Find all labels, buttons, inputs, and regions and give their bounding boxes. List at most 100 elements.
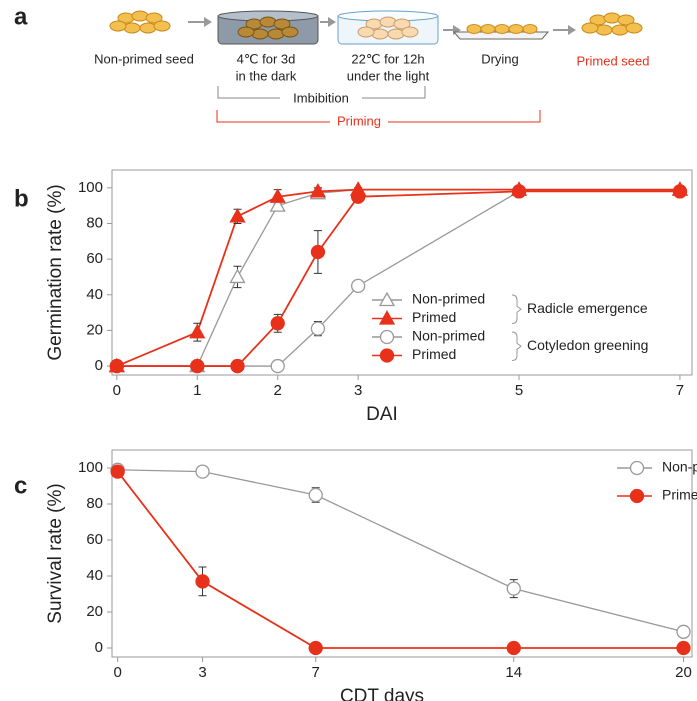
marker	[195, 574, 210, 589]
y-axis-label: Survival rate (%)	[45, 483, 66, 623]
x-tick-label: 7	[312, 664, 320, 681]
seed	[480, 24, 496, 34]
diagram	[109, 10, 643, 45]
series-line	[116, 188, 680, 367]
x-tick-label: 0	[113, 382, 121, 399]
seed	[109, 20, 127, 32]
marker	[229, 268, 246, 284]
plot-frame	[111, 449, 693, 658]
seed	[267, 28, 285, 40]
marker	[676, 624, 691, 639]
legend-label: Primed	[662, 487, 697, 503]
legend-label: Non-primed	[412, 291, 485, 307]
marker	[310, 244, 326, 260]
marker	[511, 184, 527, 199]
panel-label: a	[14, 3, 28, 30]
legend-marker	[379, 348, 395, 363]
seed	[603, 12, 621, 24]
seed	[595, 24, 613, 36]
marker	[189, 323, 206, 339]
seed	[153, 20, 171, 32]
diagram-text: Drying	[481, 51, 519, 66]
marker	[672, 184, 688, 199]
seed	[522, 24, 538, 34]
marker	[270, 358, 285, 374]
legend-marker	[379, 329, 395, 345]
y-axis-label: Germination rate (%)	[45, 184, 66, 360]
y-tick-label: 20	[86, 603, 103, 620]
y-tick-label: 80	[86, 214, 103, 231]
bracket-label: Imbibition	[293, 90, 349, 105]
seed	[357, 26, 375, 38]
arrow-head	[204, 17, 212, 27]
x-axis-label: CDT days	[340, 686, 424, 701]
seed	[625, 22, 643, 34]
arrow-head	[568, 25, 576, 35]
legend-marker	[629, 488, 645, 504]
bracket	[216, 110, 541, 123]
series-line	[116, 471, 684, 649]
plot-frame	[111, 169, 693, 376]
x-tick-label: 20	[675, 664, 692, 681]
seed	[259, 16, 277, 28]
seed	[123, 22, 141, 34]
seed	[273, 18, 291, 30]
legend-brace	[511, 294, 522, 324]
y-tick-label: 100	[78, 459, 103, 476]
y-tick-label: 100	[78, 179, 103, 196]
diagram-text: 22℃ for 12h	[351, 51, 424, 66]
seed	[466, 24, 482, 34]
diagram-text: Non-primed seed	[94, 51, 194, 66]
seed	[494, 24, 510, 34]
marker	[506, 640, 521, 656]
y-tick-label: 80	[86, 495, 103, 512]
marker	[109, 358, 124, 374]
seed	[145, 12, 163, 24]
diagram-text: Primed seed	[577, 53, 650, 68]
marker	[309, 183, 327, 198]
legend-brace	[511, 331, 522, 361]
seed	[508, 24, 524, 34]
bracket-label: Priming	[337, 113, 381, 128]
y-tick-label: 0	[95, 357, 103, 374]
diagram-text: 4℃ for 3d	[237, 51, 296, 66]
marker	[190, 358, 205, 374]
x-tick-label: 7	[676, 382, 684, 399]
x-tick-label: 1	[193, 382, 201, 399]
seed	[581, 22, 599, 34]
bracket	[217, 86, 426, 99]
seed	[371, 28, 389, 40]
marker	[195, 464, 210, 479]
y-tick-label: 60	[86, 250, 103, 267]
x-tick-label: 2	[274, 382, 282, 399]
x-axis-label: DAI	[366, 404, 398, 425]
marker	[229, 208, 246, 223]
series-line	[117, 469, 684, 633]
x-tick-label: 5	[515, 382, 523, 399]
diagram-text: under the light	[347, 68, 430, 83]
marker	[308, 487, 323, 503]
annotation: Cotyledon greening	[527, 337, 648, 353]
panel-label: c	[14, 472, 27, 499]
x-tick-label: 14	[505, 664, 522, 681]
marker	[351, 189, 366, 204]
x-tick-label: 3	[354, 382, 362, 399]
legend-label: Non-primed	[412, 328, 485, 344]
x-tick-label: 0	[113, 664, 121, 681]
marker	[351, 278, 366, 294]
seed	[281, 26, 299, 38]
seed	[387, 28, 405, 40]
seed	[139, 22, 157, 34]
y-tick-label: 40	[86, 567, 103, 584]
y-tick-label: 20	[86, 321, 103, 338]
seed	[617, 14, 635, 26]
y-tick-label: 60	[86, 531, 103, 548]
legend-marker	[378, 310, 396, 325]
marker	[269, 197, 286, 212]
y-tick-label: 0	[95, 639, 103, 656]
legend-label: Primed	[412, 309, 456, 325]
arrow-head	[328, 17, 336, 27]
marker	[676, 640, 691, 656]
seed	[251, 28, 269, 40]
